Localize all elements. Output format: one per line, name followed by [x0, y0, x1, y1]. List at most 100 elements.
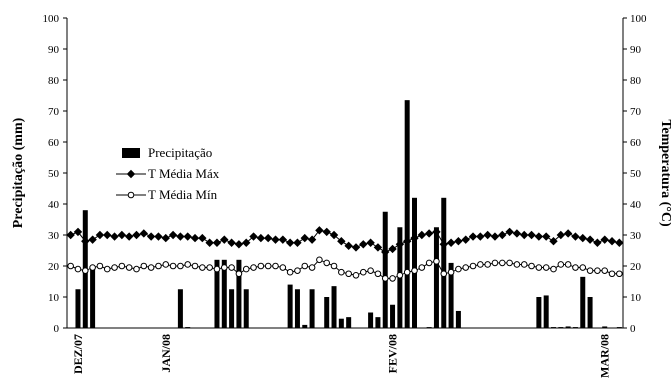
marker [294, 267, 301, 274]
marker [563, 229, 573, 238]
marker [125, 264, 133, 271]
marker [615, 238, 624, 247]
marker [264, 262, 272, 270]
marker [111, 264, 118, 271]
marker [263, 233, 273, 243]
marker [506, 259, 513, 267]
marker [307, 235, 317, 244]
marker [146, 232, 156, 241]
marker [235, 270, 243, 278]
marker [388, 244, 397, 254]
marker [330, 262, 338, 270]
y2-tick-label: 0 [630, 323, 636, 335]
marker [168, 230, 178, 240]
y-tick-label: 100 [43, 13, 60, 25]
marker [329, 230, 339, 240]
marker [476, 232, 485, 241]
y2-tick-label: 80 [630, 75, 642, 87]
marker [483, 230, 492, 240]
marker [323, 259, 331, 267]
marker [308, 264, 316, 271]
marker [528, 262, 535, 270]
y-tick-label: 60 [48, 137, 60, 149]
legend-label: T Média Máx [148, 166, 220, 181]
y2-tick-label: 40 [630, 199, 642, 211]
bar [536, 297, 542, 328]
marker [133, 265, 140, 273]
bar [287, 284, 293, 328]
bar [294, 289, 300, 328]
marker [411, 267, 418, 274]
marker [593, 238, 602, 247]
marker [425, 259, 433, 267]
marker [176, 232, 185, 241]
marker [454, 236, 463, 246]
marker [498, 230, 507, 240]
marker [155, 262, 162, 270]
x-tick-label: JAN/08 [159, 334, 173, 373]
bar [214, 259, 220, 328]
marker [366, 238, 375, 247]
marker [477, 261, 484, 268]
y2-tick-label: 90 [630, 44, 642, 56]
marker [564, 261, 572, 268]
marker [95, 230, 105, 240]
bar [448, 262, 454, 328]
marker [301, 262, 309, 270]
bar [368, 312, 374, 328]
y-tick-label: 30 [48, 230, 60, 242]
marker [535, 264, 543, 271]
marker [447, 268, 455, 276]
marker [74, 265, 82, 273]
marker [249, 232, 258, 241]
marker [585, 235, 595, 244]
marker [191, 262, 199, 270]
bar [426, 327, 432, 328]
marker [81, 267, 89, 274]
marker [345, 270, 352, 278]
bar [309, 289, 315, 328]
bar [616, 327, 622, 328]
marker [212, 238, 222, 247]
marker [374, 270, 382, 278]
bar [455, 310, 461, 328]
y2-tick-label: 100 [630, 13, 647, 25]
y2-tick-label: 50 [630, 168, 642, 180]
marker [132, 230, 141, 240]
bar [346, 317, 352, 328]
marker [271, 235, 280, 244]
marker [257, 262, 265, 270]
marker [198, 233, 207, 243]
marker [169, 262, 177, 270]
bar [236, 259, 242, 328]
marker [579, 264, 587, 271]
marker [96, 262, 104, 270]
marker [162, 261, 170, 268]
y2-axis-label: Temperatura (°C) [658, 119, 671, 227]
marker [468, 232, 478, 241]
marker [140, 262, 148, 270]
x-tick-label: DEZ/07 [71, 334, 85, 374]
bar [404, 100, 410, 329]
bar [572, 327, 578, 328]
marker [206, 264, 213, 271]
bar [580, 276, 586, 328]
marker [402, 236, 412, 246]
marker [337, 236, 346, 246]
marker [461, 235, 470, 244]
marker [315, 226, 324, 235]
marker [520, 261, 528, 268]
marker [439, 240, 448, 249]
bar [551, 327, 556, 328]
marker [469, 262, 477, 270]
bar [90, 267, 96, 328]
legend-marker [127, 191, 135, 199]
marker [213, 265, 221, 273]
marker [389, 275, 396, 282]
legend-label: T Média Mín [148, 187, 218, 202]
y-tick-label: 50 [48, 168, 60, 180]
y2-tick-label: 30 [630, 230, 642, 242]
bar [558, 327, 564, 328]
marker [513, 261, 521, 268]
